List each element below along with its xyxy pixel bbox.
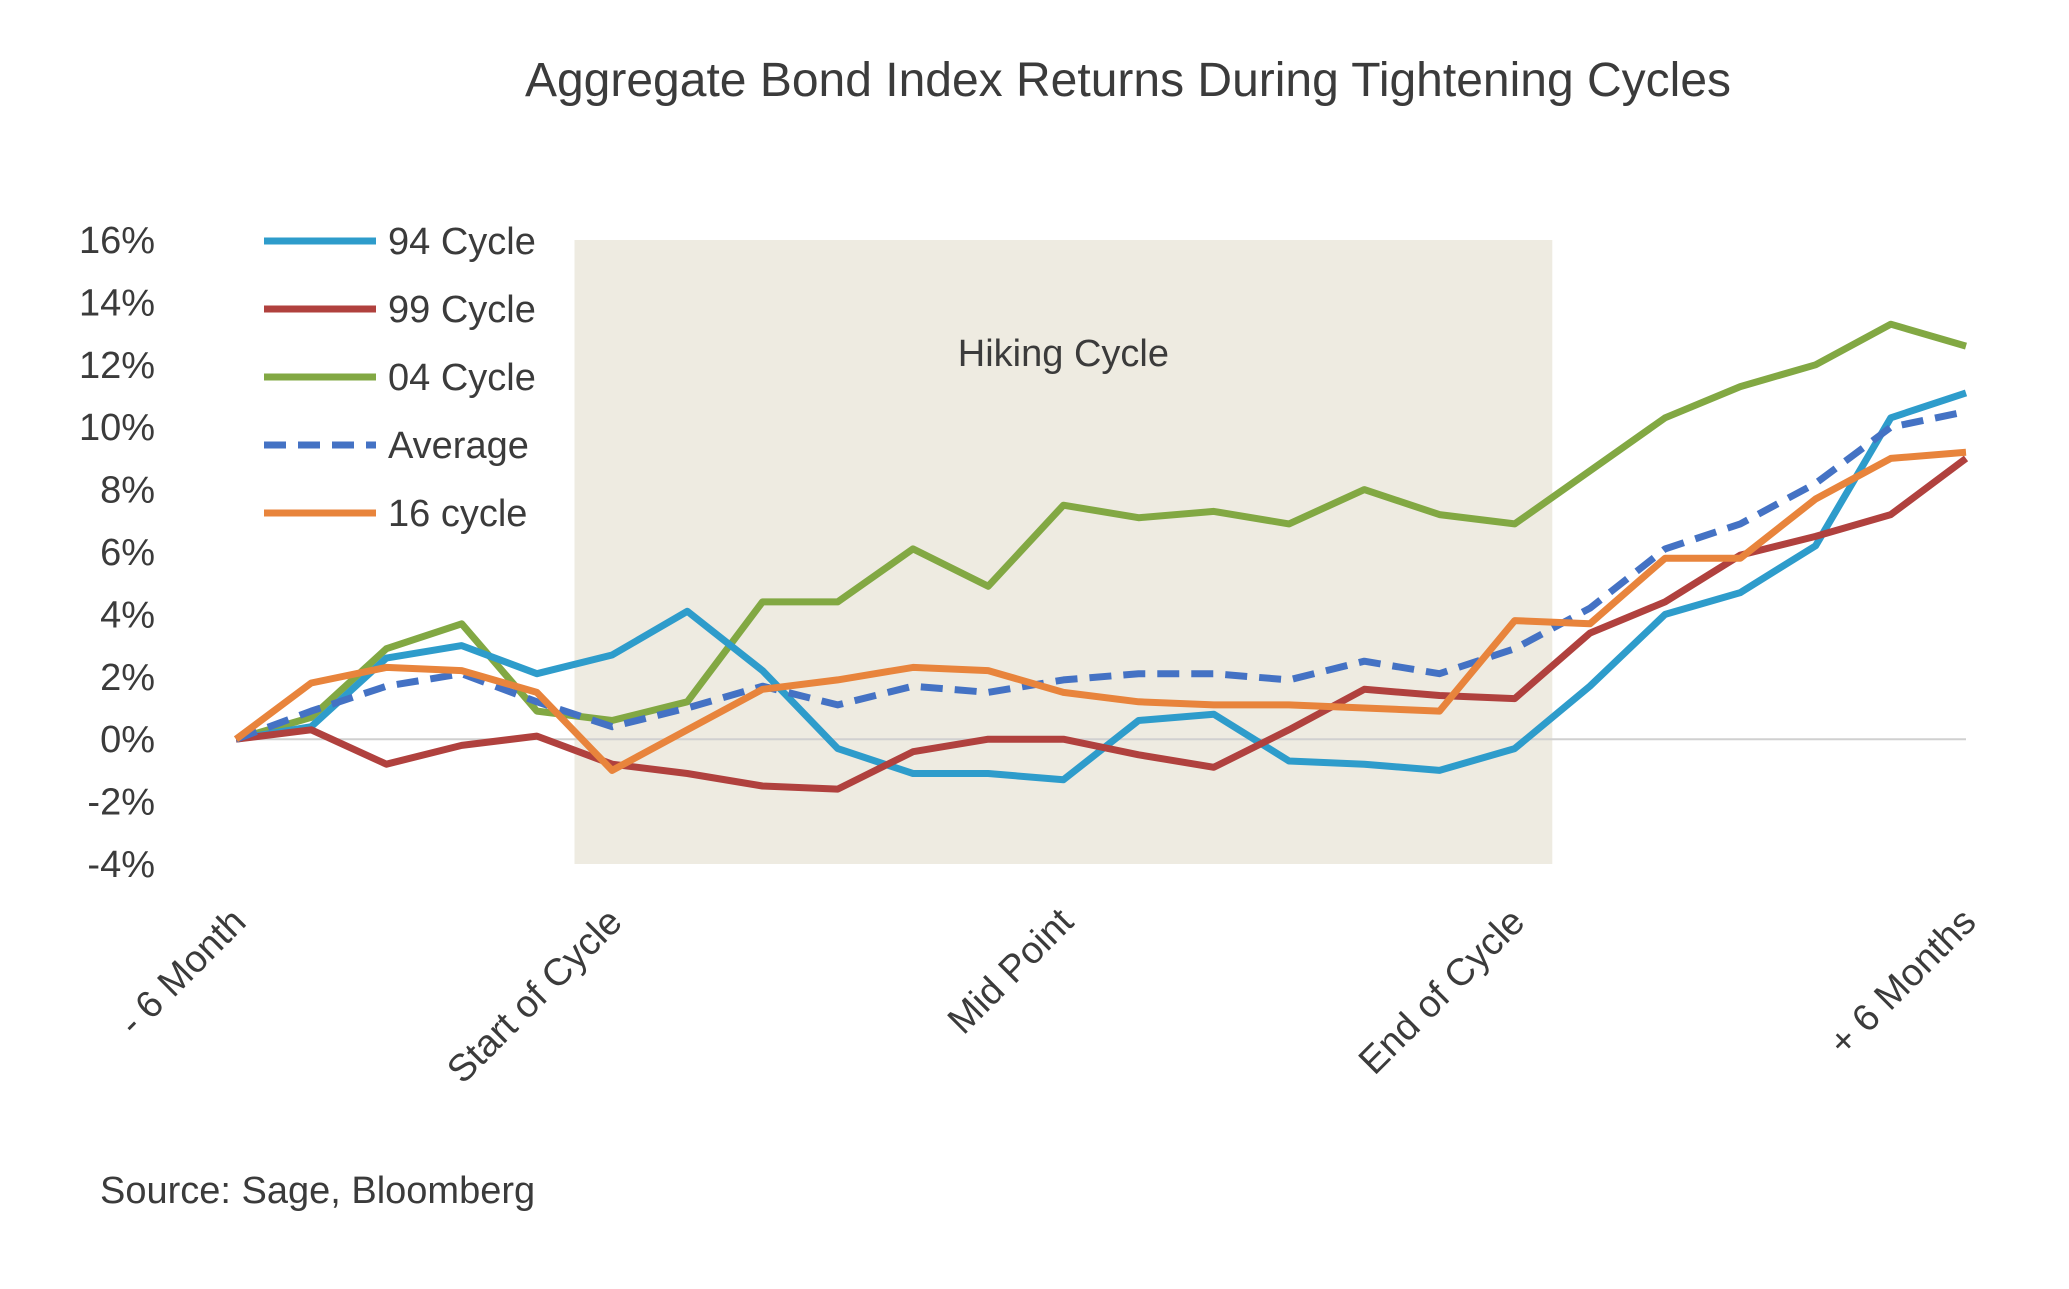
x-axis-ticks: - 6 Month Start of Cycle Mid Point End of C… — [111, 900, 1984, 1091]
x-tick-label: Mid Point — [940, 900, 1082, 1042]
x-tick-label: - 6 Month — [111, 901, 254, 1044]
chart-title: Aggregate Bond Index Returns During Tigh… — [525, 54, 1731, 107]
y-tick-label: 2% — [100, 657, 155, 699]
x-tick-label: + 6 Months — [1821, 901, 1984, 1064]
y-tick-label: 6% — [100, 532, 155, 574]
legend-label: 94 Cycle — [388, 221, 536, 263]
legend-label: 99 Cycle — [388, 289, 536, 331]
y-tick-label: 12% — [79, 345, 155, 387]
legend: 94 Cycle 99 Cycle 04 Cycle Average 16 cycle — [264, 221, 536, 535]
series-lines — [233, 320, 1969, 793]
y-axis-ticks: 16% 14% 12% 10% 8% 6% 4% 2% 0% -2% -4% — [79, 220, 155, 886]
y-tick-label: 4% — [100, 594, 155, 636]
y-tick-label: 0% — [100, 719, 155, 761]
series-line-04-cycle — [235, 320, 1967, 743]
y-tick-label: -4% — [87, 844, 155, 886]
y-tick-label: 16% — [79, 220, 155, 262]
series-line-16-cycle — [233, 448, 1967, 774]
y-tick-label: 14% — [79, 282, 155, 324]
legend-label: Average — [388, 425, 529, 467]
x-tick-label: Start of Cycle — [439, 901, 630, 1092]
y-tick-label: -2% — [87, 782, 155, 824]
x-tick-label: End of Cycle — [1351, 901, 1533, 1083]
y-tick-label: 10% — [79, 407, 155, 449]
legend-label: 04 Cycle — [388, 357, 536, 399]
y-tick-label: 8% — [100, 470, 155, 512]
hiking-cycle-label: Hiking Cycle — [958, 333, 1169, 375]
source-note: Source: Sage, Bloomberg — [100, 1170, 535, 1212]
legend-label: 16 cycle — [388, 493, 527, 535]
series-line-average — [234, 408, 1967, 743]
series-line-99-cycle — [235, 455, 1969, 793]
hiking-cycle-region: Hiking Cycle — [574, 240, 1553, 864]
hiking-cycle-shade — [574, 240, 1553, 864]
